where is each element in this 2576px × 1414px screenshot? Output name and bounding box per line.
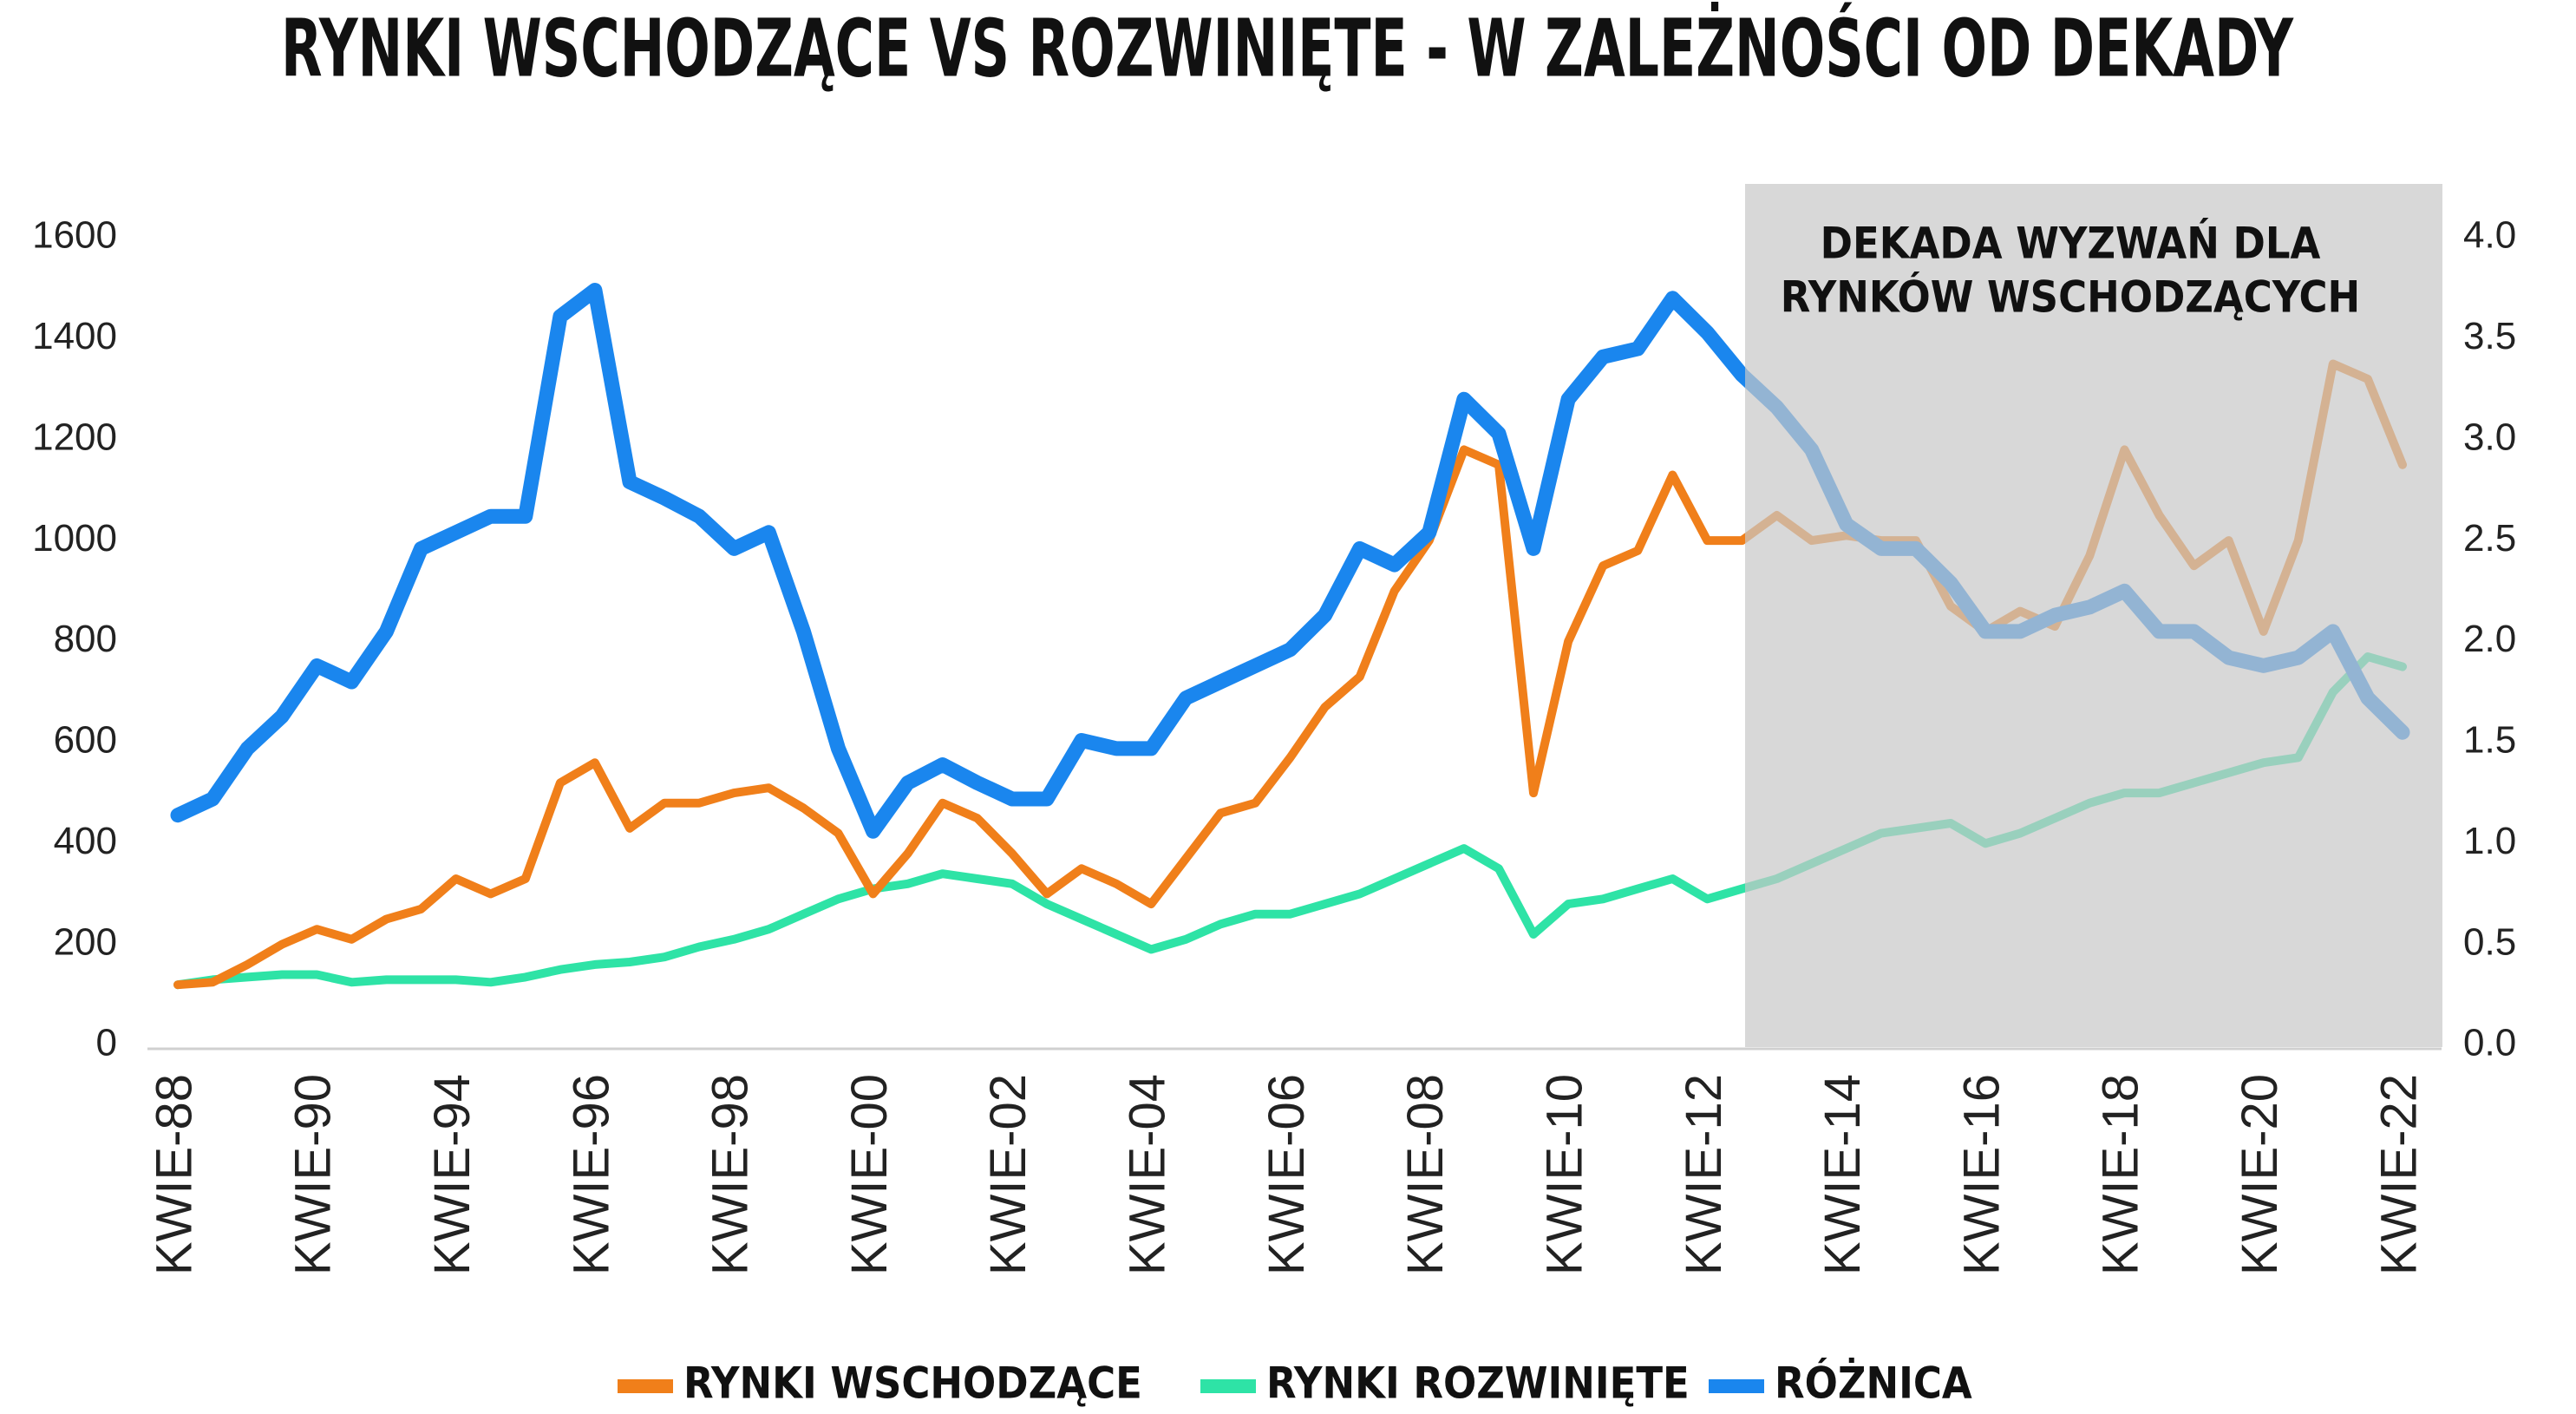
- y-tick-label: 0: [96, 1022, 117, 1064]
- x-tick-label: KWIE-94: [424, 1074, 481, 1275]
- y-tick-label: 600: [54, 719, 117, 762]
- y2-tick-label: 1.0: [2463, 820, 2516, 862]
- x-tick-label: KWIE-16: [1953, 1074, 2010, 1275]
- x-tick-label: KWIE-22: [2370, 1074, 2427, 1275]
- x-tick-label: KWIE-98: [703, 1074, 759, 1275]
- y2-tick-label: 0.0: [2463, 1022, 2516, 1064]
- y2-tick-label: 1.5: [2463, 719, 2516, 762]
- chart-title: RYNKI WSCHODZĄCE VS ROZWINIĘTE - W ZALEŻ…: [281, 0, 2294, 95]
- x-tick-label: KWIE-02: [980, 1074, 1036, 1275]
- annotation: DEKADA WYZWAŃ DLA: [1821, 218, 2321, 269]
- y2-tick-label: 2.5: [2463, 517, 2516, 560]
- x-tick-label: KWIE-90: [285, 1074, 342, 1275]
- y-tick-label: 1000: [32, 517, 117, 560]
- legend-label: RYNKI WSCHODZĄCE: [683, 1358, 1142, 1409]
- y-tick-label: 1200: [32, 416, 117, 458]
- x-tick-label: KWIE-00: [841, 1074, 898, 1275]
- y-tick-label: 800: [54, 618, 117, 660]
- y2-tick-label: 3.5: [2463, 315, 2516, 357]
- y2-tick-label: 4.0: [2463, 214, 2516, 257]
- y2-tick-label: 0.5: [2463, 920, 2516, 963]
- x-tick-label: KWIE-10: [1536, 1074, 1592, 1275]
- y-tick-label: 1400: [32, 315, 117, 357]
- x-tick-label: KWIE-18: [2093, 1074, 2149, 1275]
- highlight-region: [1745, 184, 2442, 1047]
- y-tick-label: 400: [54, 820, 117, 862]
- x-tick-label: KWIE-08: [1397, 1074, 1454, 1275]
- legend-label: RÓŻNICA: [1775, 1358, 1972, 1409]
- x-tick-label: KWIE-96: [563, 1074, 619, 1275]
- y2-tick-label: 3.0: [2463, 416, 2516, 458]
- x-tick-label: KWIE-12: [1676, 1074, 1732, 1275]
- x-tick-label: KWIE-88: [146, 1074, 202, 1275]
- x-tick-label: KWIE-14: [1814, 1074, 1871, 1275]
- x-tick-label: KWIE-06: [1259, 1074, 1315, 1275]
- y2-tick-label: 2.0: [2463, 618, 2516, 660]
- x-tick-label: KWIE-04: [1120, 1074, 1176, 1275]
- annotation: RYNKÓW WSCHODZĄCYCH: [1781, 272, 2360, 323]
- legend-label: RYNKI ROZWINIĘTE: [1266, 1358, 1690, 1409]
- y-tick-label: 1600: [32, 214, 117, 257]
- x-tick-label: KWIE-20: [2232, 1074, 2288, 1275]
- y-tick-label: 200: [54, 920, 117, 963]
